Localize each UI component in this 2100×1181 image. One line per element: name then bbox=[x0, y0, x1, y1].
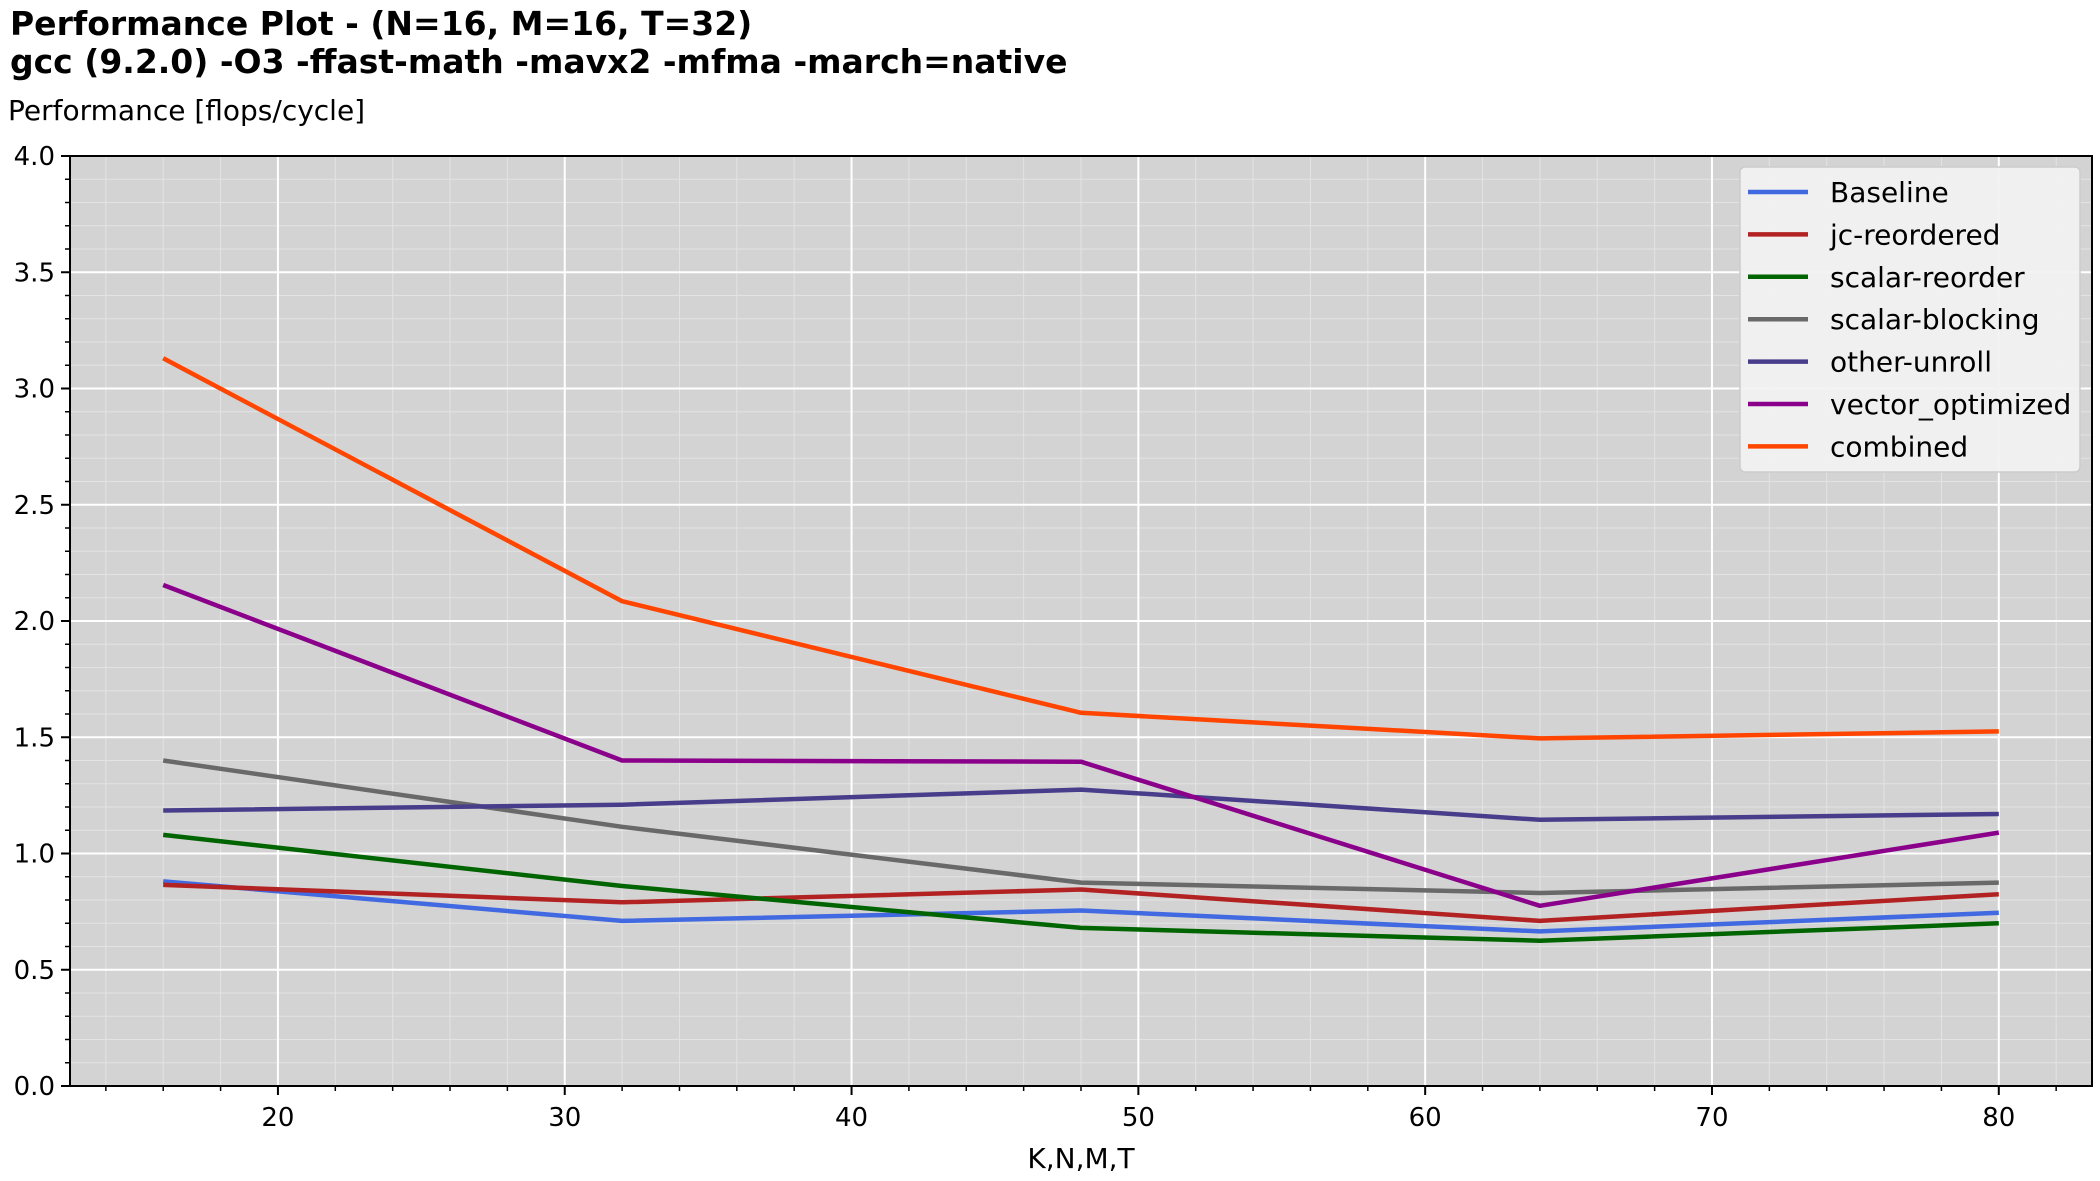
series-line-jc-reordered bbox=[163, 882, 1999, 924]
chart-title: Performance Plot - (N=16, M=16, T=32) bbox=[10, 4, 752, 43]
series-line-other-unroll bbox=[163, 787, 1999, 823]
chart-subtitle: gcc (9.2.0) -O3 -ffast-math -mavx2 -mfma… bbox=[10, 42, 1068, 81]
x-tick-label: 50 bbox=[1122, 1103, 1155, 1133]
legend-label: vector_optimized bbox=[1830, 388, 2071, 421]
series-line-combined bbox=[162, 356, 1999, 741]
y-tick-label: 0.0 bbox=[14, 1072, 55, 1102]
x-tick-label: 40 bbox=[835, 1103, 868, 1133]
legend-entry-combined: combined bbox=[1748, 430, 1968, 463]
y-tick-label: 2.0 bbox=[14, 607, 55, 637]
legend: Baseline jc-reordered scalar-reorder scalar… bbox=[1739, 166, 2081, 473]
legend-label: jc-reordered bbox=[1829, 218, 2000, 251]
y-axis-ticks: 0.0 0.5 1.0 1.5 2.0 2.5 3.0 3.5 4.0 bbox=[14, 142, 70, 1102]
legend-label: other-unroll bbox=[1830, 346, 1992, 379]
series-line-baseline bbox=[163, 879, 1999, 934]
legend-entry-vector-optimized: vector_optimized bbox=[1748, 388, 2071, 421]
x-tick-label: 20 bbox=[261, 1103, 294, 1133]
series-line-scalar-reorder bbox=[162, 832, 1999, 943]
legend-entry-jc-reordered: jc-reordered bbox=[1748, 218, 2000, 251]
legend-entry-baseline: Baseline bbox=[1748, 176, 1949, 209]
y-tick-label: 4.0 bbox=[14, 142, 55, 172]
y-tick-label: 0.5 bbox=[14, 956, 55, 986]
legend-entry-scalar-reorder: scalar-reorder bbox=[1748, 261, 2025, 294]
legend-label: Baseline bbox=[1830, 176, 1949, 209]
x-tick-label: 60 bbox=[1409, 1103, 1442, 1133]
legend-entries: Baseline jc-reordered scalar-reorder scalar… bbox=[1748, 176, 2071, 463]
x-tick-label: 80 bbox=[1982, 1103, 2015, 1133]
y-tick-label: 3.5 bbox=[14, 258, 55, 288]
series-lines bbox=[162, 356, 2000, 943]
legend-label: combined bbox=[1830, 430, 1968, 463]
y-tick-label: 2.5 bbox=[14, 491, 55, 521]
y-tick-label: 1.5 bbox=[14, 723, 55, 753]
y-tick-label: 3.0 bbox=[14, 375, 55, 405]
series-line-vector-optimized bbox=[162, 582, 2000, 909]
x-axis-ticks: 20 30 40 50 60 70 80 bbox=[105, 1086, 2057, 1133]
x-axis-label: K,N,M,T bbox=[1027, 1142, 1135, 1175]
legend-label: scalar-reorder bbox=[1830, 261, 2025, 294]
legend-label: scalar-blocking bbox=[1830, 303, 2040, 336]
y-axis-label: Performance [flops/cycle] bbox=[8, 94, 365, 127]
x-tick-label: 70 bbox=[1695, 1103, 1728, 1133]
legend-entry-scalar-blocking: scalar-blocking bbox=[1748, 303, 2040, 336]
legend-entry-other-unroll: other-unroll bbox=[1748, 346, 1992, 379]
x-tick-label: 30 bbox=[548, 1103, 581, 1133]
legend-box bbox=[1739, 166, 2081, 473]
y-tick-label: 1.0 bbox=[14, 840, 55, 870]
